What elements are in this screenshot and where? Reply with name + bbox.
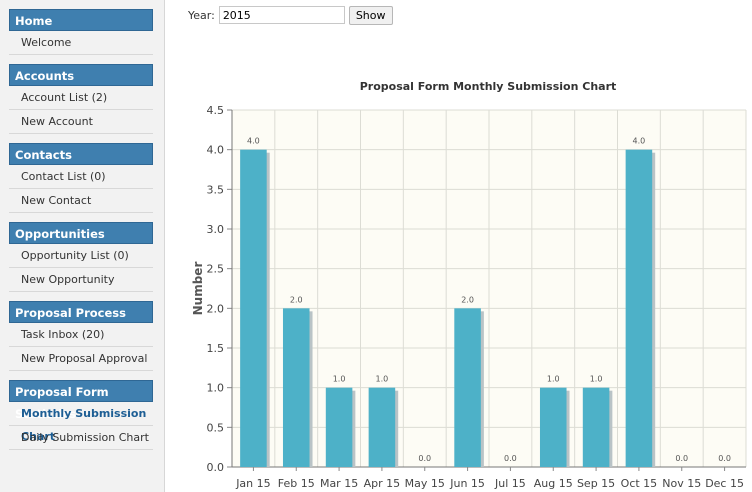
sidebar-item[interactable]: Account List (2) <box>9 86 153 110</box>
x-tick-label: Sep 15 <box>577 477 615 490</box>
sidebar-section: Proposal Form Statistics Monthly Submissi… <box>9 380 153 450</box>
data-label: 1.0 <box>547 375 560 384</box>
y-axis-label: Number <box>191 262 205 316</box>
bar <box>240 149 267 467</box>
sidebar-item[interactable]: New Contact <box>9 189 153 213</box>
year-input[interactable] <box>218 6 345 24</box>
data-label: 0.0 <box>718 454 731 463</box>
y-tick-label: 1.5 <box>207 342 225 355</box>
monthly-submission-chart: 0.0 0.5 1.0 1.5 2.0 2.5 3.0 3.5 4.0 4.5 Proposal F… <box>191 80 747 490</box>
y-tick-label: 4.5 <box>207 104 225 117</box>
sidebar-section-title: Home <box>9 9 153 31</box>
data-label: 0.0 <box>504 454 517 463</box>
sidebar-section-title: Opportunities <box>9 222 153 244</box>
sidebar-item[interactable]: Welcome <box>9 31 153 55</box>
sidebar-section: Opportunities Opportunity List (0) New Opp… <box>9 222 153 292</box>
bar <box>539 387 567 467</box>
chart-title: Proposal Form Monthly Submission Chart <box>360 80 617 93</box>
bar <box>282 308 310 467</box>
sidebar-section-title: Contacts <box>9 143 153 165</box>
data-label: 4.0 <box>247 137 260 146</box>
y-tick-label: 3.0 <box>207 223 225 236</box>
sidebar-section: Home Welcome <box>9 9 153 55</box>
sidebar-section: Contacts Contact List (0) New Contact <box>9 143 153 213</box>
x-tick-label: Jan 15 <box>235 477 270 490</box>
sidebar-section: Accounts Account List (2) New Account <box>9 64 153 134</box>
data-label: 0.0 <box>675 454 688 463</box>
data-label: 0.0 <box>418 454 431 463</box>
x-tick-label: Aug 15 <box>534 477 573 490</box>
bar <box>325 387 353 467</box>
x-tick-label: Oct 15 <box>621 477 658 490</box>
sidebar-item[interactable]: Daily Submission Chart <box>9 426 153 450</box>
data-label: 1.0 <box>376 375 389 384</box>
data-label: 1.0 <box>590 375 603 384</box>
x-tick-label: Nov 15 <box>662 477 701 490</box>
year-label: Year: <box>188 8 215 22</box>
y-tick-label: 1.0 <box>207 382 225 395</box>
y-tick-label: 4.0 <box>207 144 225 157</box>
x-tick-label: Jul 15 <box>494 477 526 490</box>
year-filter: Year: Show <box>188 5 393 25</box>
sidebar-item[interactable]: New Opportunity <box>9 268 153 292</box>
bar <box>368 387 396 467</box>
data-label: 2.0 <box>290 295 303 304</box>
x-tick-label: May 15 <box>405 477 445 490</box>
x-tick-label: Dec 15 <box>705 477 744 490</box>
sidebar-section-title: Proposal Process <box>9 301 153 323</box>
data-label: 1.0 <box>333 375 346 384</box>
sidebar-section-title: Accounts <box>9 64 153 86</box>
sidebar-item[interactable]: Contact List (0) <box>9 165 153 189</box>
data-label: 2.0 <box>461 295 474 304</box>
x-tick-label: Jun 15 <box>449 477 485 490</box>
y-tick-label: 0.0 <box>207 461 225 474</box>
y-tick-label: 2.5 <box>207 263 225 276</box>
y-tick-label: 3.5 <box>207 183 225 196</box>
x-tick-label: Feb 15 <box>278 477 315 490</box>
x-tick-label: Mar 15 <box>320 477 358 490</box>
sidebar-item[interactable]: Opportunity List (0) <box>9 244 153 268</box>
bar <box>454 308 481 467</box>
y-tick-label: 0.5 <box>207 421 225 434</box>
bar <box>582 387 610 467</box>
sidebar-item[interactable]: Monthly Submission Chart <box>9 402 153 443</box>
x-tick-label: Apr 15 <box>364 477 401 490</box>
main-content: Year: Show 0.0 0.5 1.0 1.5 2.0 2.5 3.0 3.5 4.0 4.… <box>165 0 752 492</box>
sidebar-item[interactable]: New Account <box>9 110 153 134</box>
data-label: 4.0 <box>633 137 646 146</box>
show-button[interactable]: Show <box>348 5 393 25</box>
bar <box>625 149 653 467</box>
y-tick-label: 2.0 <box>207 302 225 315</box>
sidebar-section: Proposal Process Task Inbox (20) New Propo… <box>9 301 153 371</box>
sidebar-section-title: Proposal Form Statistics <box>9 380 153 421</box>
sidebar-item[interactable]: Task Inbox (20) <box>9 323 153 347</box>
sidebar-item[interactable]: New Proposal Approval <box>9 347 153 371</box>
sidebar: Home Welcome Accounts Account List (2) New A… <box>0 0 165 492</box>
